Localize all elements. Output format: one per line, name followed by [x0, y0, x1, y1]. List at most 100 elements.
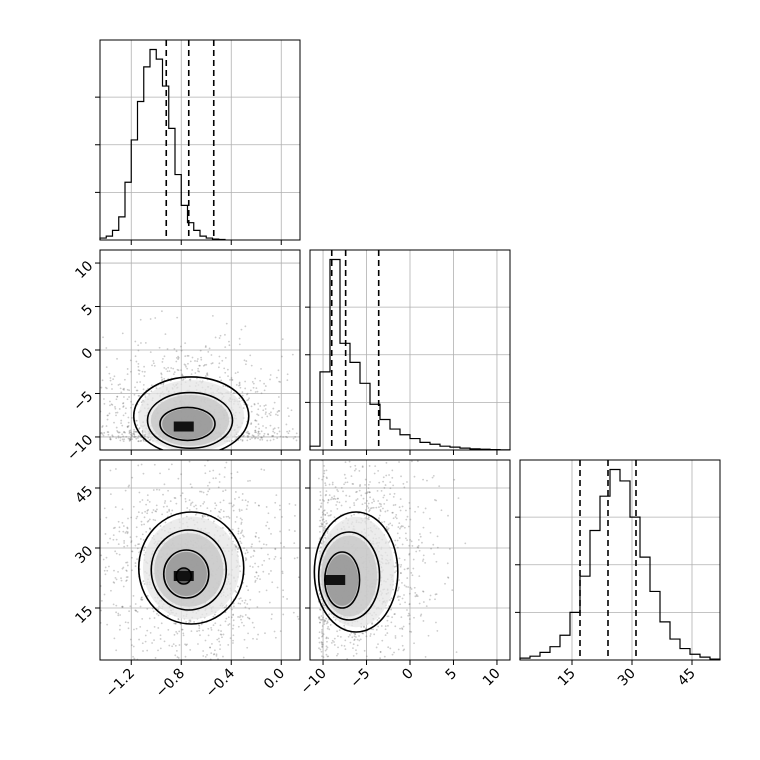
scatter-point: [364, 631, 367, 633]
scatter-point: [410, 736, 412, 738]
scatter-point: [361, 465, 364, 468]
scatter-point: [230, 502, 232, 505]
scatter-point: [323, 509, 326, 512]
scatter-point: [225, 322, 228, 325]
scatter-point: [136, 547, 139, 550]
scatter-point: [457, 497, 460, 500]
x-tick-label: 10: [480, 666, 504, 690]
scatter-point: [210, 626, 213, 629]
scatter-point: [172, 373, 175, 376]
scatter-point: [258, 427, 261, 430]
scatter-point: [153, 625, 156, 628]
scatter-point: [141, 618, 144, 620]
scatter-point: [154, 510, 157, 513]
scatter-point: [269, 424, 272, 427]
scatter-point: [218, 640, 221, 643]
scatter-point: [137, 362, 140, 365]
scatter-point: [326, 477, 328, 480]
scatter-point: [414, 591, 417, 594]
scatter-point: [125, 576, 128, 579]
scatter-point: [319, 608, 321, 611]
scatter-point: [94, 540, 96, 542]
scatter-point: [376, 619, 379, 621]
scatter-point: [126, 526, 129, 529]
scatter-point: [208, 481, 211, 484]
scatter-point: [239, 602, 242, 605]
scatter-point: [211, 314, 214, 317]
scatter-point: [273, 558, 276, 560]
scatter-point: [177, 369, 180, 372]
scatter-point: [249, 438, 252, 441]
scatter-point: [210, 628, 213, 631]
scatter-point: [160, 383, 162, 386]
scatter-point: [135, 419, 138, 422]
scatter-point: [172, 367, 175, 370]
scatter-point: [240, 618, 242, 621]
scatter-point: [353, 635, 356, 638]
histogram-panel-3: [515, 459, 721, 665]
scatter-point: [331, 496, 333, 499]
scatter-point: [285, 423, 288, 426]
scatter-point: [406, 515, 409, 518]
scatter-point: [377, 700, 379, 702]
scatter-point: [84, 522, 86, 524]
scatter-point: [124, 412, 127, 415]
scatter-point: [84, 428, 86, 430]
scatter-point: [408, 622, 411, 625]
scatter-point: [320, 631, 323, 633]
scatter-point: [48, 469, 50, 471]
scatter-point: [410, 630, 413, 633]
scatter-point: [402, 625, 405, 628]
scatter-point: [322, 475, 325, 478]
scatter-point: [281, 516, 283, 518]
scatter-point: [398, 537, 401, 539]
scatter-point: [124, 431, 126, 434]
scatter-point: [322, 689, 324, 691]
scatter-point: [408, 618, 411, 620]
scatter-point: [350, 475, 353, 478]
scatter-point: [113, 375, 116, 378]
scatter-point: [320, 505, 322, 508]
scatter-point: [322, 633, 325, 636]
contour-level-1: [132, 376, 250, 450]
scatter-point: [276, 586, 279, 589]
scatter-point: [109, 469, 112, 472]
scatter-point: [401, 644, 404, 647]
scatter-point: [248, 432, 251, 435]
scatter-point: [148, 518, 151, 521]
scatter-point: [204, 472, 207, 475]
scatter-point: [128, 432, 131, 434]
scatter-point: [197, 370, 199, 372]
scatter-point: [350, 703, 352, 705]
scatter-point: [371, 622, 374, 625]
scatter-point: [178, 630, 181, 633]
scatter-point: [211, 362, 214, 364]
contour-level-4: [175, 567, 193, 585]
scatter-point: [243, 359, 246, 362]
scatter-point: [343, 645, 346, 647]
scatter-point: [138, 373, 140, 375]
scatter-point: [239, 597, 242, 600]
scatter-point: [199, 634, 201, 637]
scatter-point: [400, 616, 403, 619]
scatter-point: [254, 437, 256, 440]
scatter-point: [224, 371, 227, 374]
scatter-point: [220, 633, 223, 636]
scatter-point: [255, 571, 258, 574]
scatter-point: [408, 603, 411, 606]
scatter-point: [152, 360, 155, 362]
scatter-point: [435, 560, 438, 563]
scatter-point: [271, 435, 274, 437]
scatter-point: [369, 635, 372, 637]
scatter-point: [240, 531, 243, 533]
scatter-point: [391, 616, 394, 619]
scatter-point: [259, 405, 262, 407]
scatter-point: [254, 377, 257, 380]
scatter-point: [130, 406, 132, 409]
scatter-point: [126, 561, 129, 564]
scatter-point: [208, 347, 211, 350]
scatter-point: [191, 666, 193, 668]
scatter-point: [134, 565, 137, 568]
scatter-point: [385, 683, 387, 685]
scatter-point: [257, 565, 260, 568]
